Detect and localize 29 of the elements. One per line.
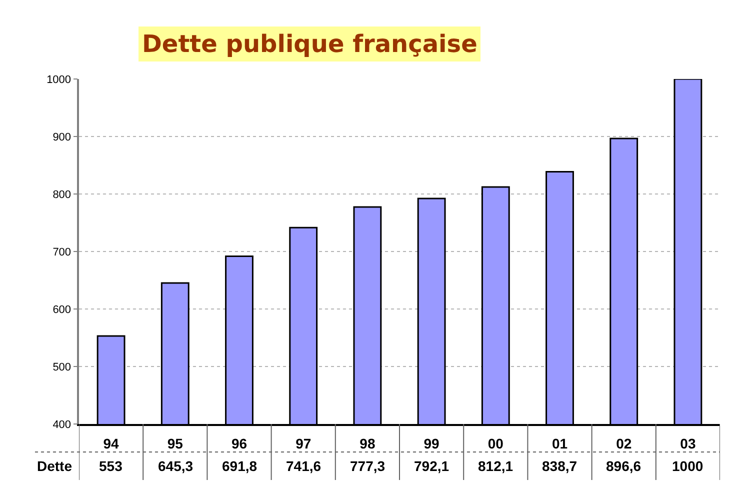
y-tick-label: 900	[52, 131, 72, 144]
data-label: 553	[99, 458, 123, 474]
y-tick-label: 700	[52, 246, 72, 258]
x-tick-label: 95	[167, 436, 184, 452]
data-label: 777,3	[350, 458, 386, 474]
data-label: 896,6	[606, 458, 642, 474]
x-tick-label: 02	[616, 436, 632, 452]
x-tick-label: 99	[424, 436, 440, 452]
x-tick-label: 00	[488, 436, 504, 452]
x-tick-label: 03	[680, 436, 696, 452]
x-tick-label: 96	[231, 436, 248, 452]
x-tick-label: 94	[103, 436, 120, 452]
y-tick-label: 800	[52, 188, 72, 201]
chart-title: Dette publique française	[142, 30, 478, 58]
data-label: 812,1	[478, 458, 514, 474]
data-label: 838,7	[542, 458, 578, 474]
y-tick-label: 400	[52, 418, 72, 431]
data-label: 645,3	[158, 458, 194, 474]
data-label: 741,6	[286, 458, 322, 474]
x-tick-label: 98	[360, 436, 376, 452]
y-tick-label: 500	[52, 361, 72, 374]
data-label: 1000	[672, 458, 704, 474]
x-tick-label: 01	[552, 436, 568, 452]
data-label: 792,1	[414, 458, 450, 474]
y-tick-label: 1000	[46, 74, 72, 86]
data-label: 691,8	[222, 458, 258, 474]
x-tick-label: 97	[296, 436, 312, 452]
series-label: Dette	[37, 458, 72, 474]
y-tick-label: 600	[52, 304, 72, 316]
